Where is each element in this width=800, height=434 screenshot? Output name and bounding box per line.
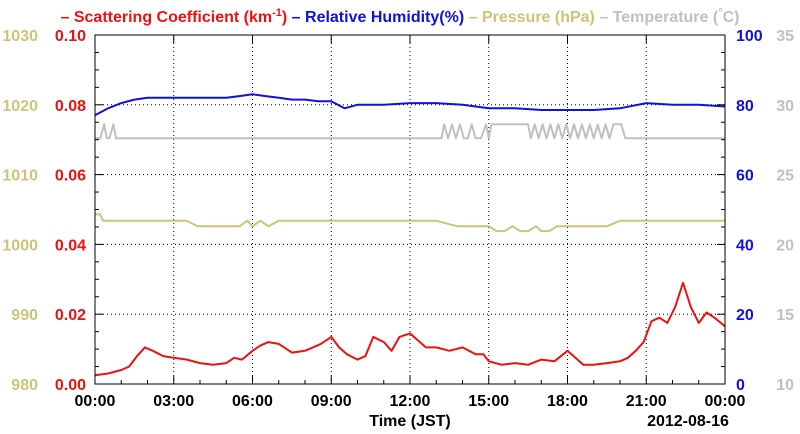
series-line-temperature xyxy=(95,123,725,140)
x-tick-label: 06:00 xyxy=(232,393,273,410)
series-line-pressure xyxy=(95,213,725,233)
temperature-axis-tick-label: 15 xyxy=(776,307,794,324)
legend-superscript: ° xyxy=(718,7,722,19)
pressure-axis-tick-label: 980 xyxy=(11,377,38,394)
humidity-axis-tick-label: 20 xyxy=(736,307,754,324)
grid xyxy=(95,35,725,384)
temperature-axis-tick-label: 25 xyxy=(776,168,794,185)
legend-item-pressure: – Pressure (hPa) xyxy=(464,9,595,26)
scattering-axis-tick-label: 0.06 xyxy=(55,168,86,185)
legend-superscript: -1 xyxy=(272,7,282,19)
temperature-axis-tick-label: 30 xyxy=(776,98,794,115)
x-tick-label: 00:00 xyxy=(75,393,116,410)
temperature-axis-tick-label: 10 xyxy=(776,377,794,394)
scattering-axis-tick-label: 0.02 xyxy=(55,307,86,324)
humidity-axis-tick-label: 40 xyxy=(736,237,754,254)
x-tick-label: 12:00 xyxy=(390,393,431,410)
series-line-scattering xyxy=(94,281,726,377)
temperature-axis-tick-label: 20 xyxy=(776,237,794,254)
series-line-humidity xyxy=(94,93,726,117)
legend-text: – Scattering Coefficient (km-1) – Relati… xyxy=(61,7,740,26)
series-group xyxy=(94,93,726,377)
pressure-axis-tick-label: 990 xyxy=(11,307,38,324)
pressure-axis-tick-label: 1000 xyxy=(2,237,38,254)
temperature-axis-tick-label: 35 xyxy=(776,28,794,45)
pressure-axis-tick-label: 1020 xyxy=(2,98,38,115)
humidity-axis-tick-label: 60 xyxy=(736,168,754,185)
legend: – Scattering Coefficient (km-1) – Relati… xyxy=(61,7,740,26)
date-label: 2012-08-16 xyxy=(647,413,729,430)
x-axis-label: Time (JST) xyxy=(369,413,451,430)
legend-suffix: ) xyxy=(282,9,287,26)
scattering-axis-tick-label: 0.00 xyxy=(55,377,86,394)
x-tick-label: 03:00 xyxy=(153,393,194,410)
pressure-axis-tick-label: 1030 xyxy=(2,28,38,45)
x-tick-label: 00:00 xyxy=(705,393,746,410)
legend-suffix: C) xyxy=(723,9,740,26)
x-tick-label: 09:00 xyxy=(311,393,352,410)
x-tick-label: 15:00 xyxy=(468,393,509,410)
legend-item-temperature: – Temperature ( xyxy=(595,9,719,26)
scattering-axis-tick-label: 0.08 xyxy=(55,98,86,115)
scattering-axis-tick-label: 0.04 xyxy=(55,237,86,254)
x-tick-label: 18:00 xyxy=(547,393,588,410)
humidity-axis-tick-label: 0 xyxy=(736,377,745,394)
x-tick-label: 21:00 xyxy=(626,393,667,410)
axes: 00:00 03:00 06:00 09:00 12:00 15:00 18:00 21:00… xyxy=(2,28,794,410)
humidity-axis-tick-label: 80 xyxy=(736,98,754,115)
humidity-axis-tick-label: 100 xyxy=(736,28,763,45)
scattering-axis-tick-label: 0.10 xyxy=(55,28,86,45)
pressure-axis-tick-label: 1010 xyxy=(2,168,38,185)
legend-item-humidity: – Relative Humidity(%) xyxy=(287,9,464,26)
legend-item-scattering: – Scattering Coefficient (km xyxy=(61,9,273,26)
